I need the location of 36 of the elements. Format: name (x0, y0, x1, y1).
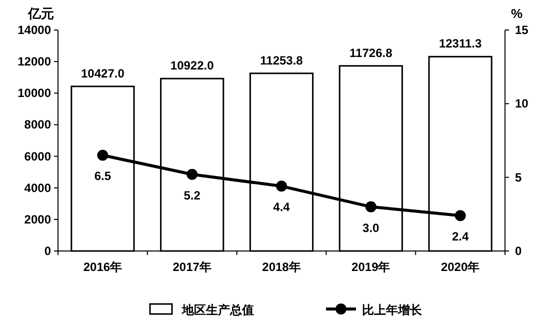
x-tick-label: 2016年 (83, 260, 122, 274)
point (97, 150, 108, 161)
legend-label: 比上年增长 (362, 303, 423, 317)
x-tick-label: 2020年 (440, 260, 480, 274)
y-axis-title: 亿元 (27, 6, 54, 21)
data-label: 6.5 (94, 169, 112, 184)
x-tick-label: 2019年 (352, 260, 390, 274)
data-label: 4.4 (273, 200, 290, 214)
x-tick-label: 2017年 (172, 260, 212, 274)
y-tick-label: 12000 (18, 54, 52, 69)
y-tick-label: 2000 (24, 212, 52, 226)
y2-tick-label: 0 (515, 244, 522, 258)
y-tick-label: 0 (44, 244, 52, 258)
data-label: 3.0 (362, 220, 380, 235)
data-label: 2.4 (452, 230, 469, 244)
legend-label: 地区生产总值 (181, 303, 254, 317)
point (365, 201, 376, 212)
point (186, 168, 198, 180)
y-tick-label: 14000 (18, 23, 52, 37)
point (276, 180, 287, 192)
y2-tick-label: 10 (515, 96, 529, 111)
y-tick-label: 8000 (24, 118, 52, 132)
y-tick-label: 6000 (24, 149, 52, 164)
data-label: 5.2 (184, 188, 201, 202)
y2-tick-label: 5 (515, 170, 522, 184)
y2-tick-label: 15 (515, 23, 529, 37)
data-label: 11253.8 (260, 53, 304, 68)
data-label: 12311.3 (438, 36, 482, 51)
y2-axis-title: % (511, 6, 523, 21)
x-tick-label: 2018年 (262, 260, 301, 274)
data-label: 11726.8 (350, 46, 393, 60)
y-tick-label: 10000 (18, 86, 52, 100)
data-label: 10922.0 (170, 58, 214, 73)
data-label: 10427.0 (81, 66, 125, 80)
y-tick-label: 4000 (24, 180, 52, 195)
point (454, 210, 466, 222)
